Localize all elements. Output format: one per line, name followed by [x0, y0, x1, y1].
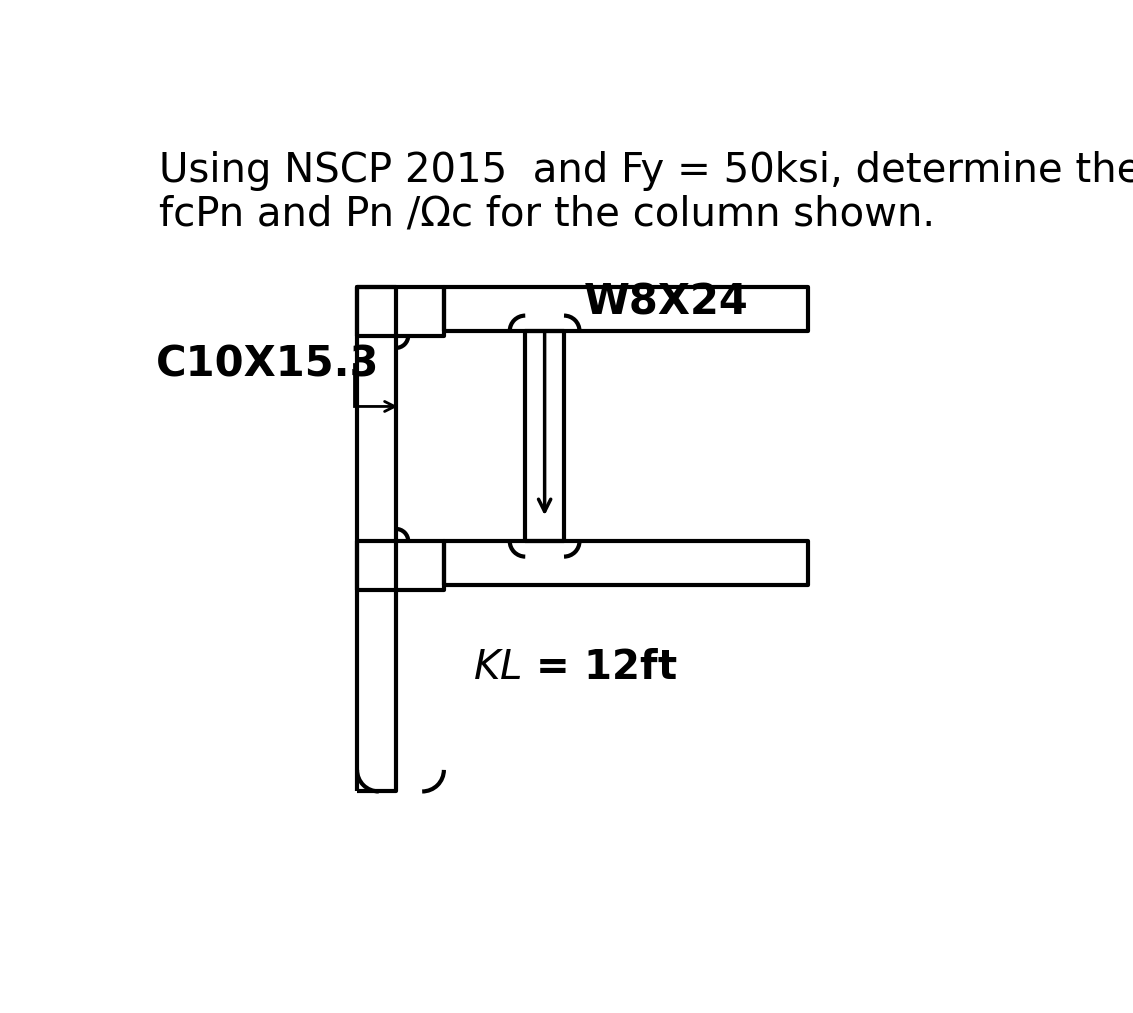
Text: $\mathit{KL}$ = 12ft: $\mathit{KL}$ = 12ft	[474, 648, 678, 688]
Text: fcPn and Pn /Ωc for the column shown.: fcPn and Pn /Ωc for the column shown.	[159, 194, 935, 235]
Text: C10X15.3: C10X15.3	[155, 343, 380, 385]
Text: W8X24: W8X24	[583, 282, 748, 323]
Text: Using NSCP 2015  and Fy = 50ksi, determine the: Using NSCP 2015 and Fy = 50ksi, determin…	[159, 151, 1133, 190]
